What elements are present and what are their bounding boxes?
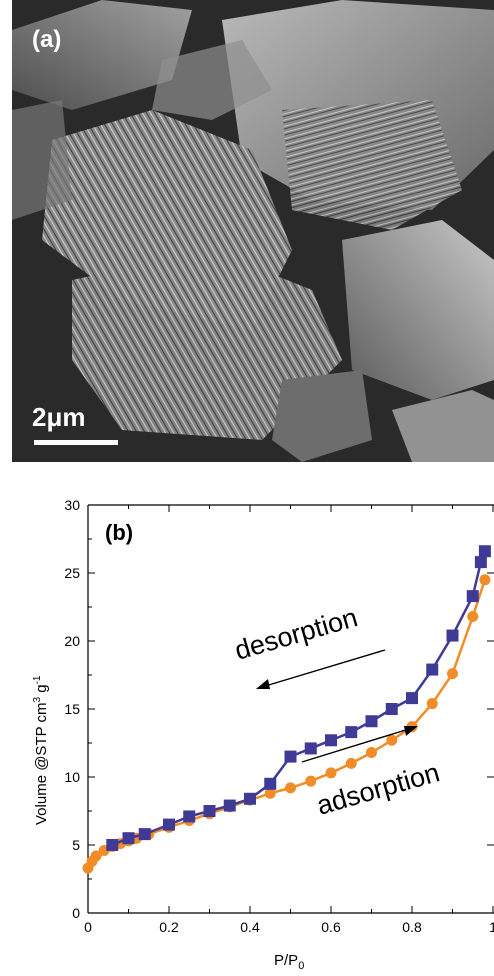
desorption-point bbox=[365, 715, 378, 728]
flake-bottom-stack bbox=[72, 250, 342, 440]
desorption-point bbox=[163, 818, 175, 831]
scale-bar bbox=[34, 440, 118, 445]
desorption-point bbox=[183, 810, 196, 823]
x-tick-label: 0.8 bbox=[402, 919, 422, 935]
y-tick-label: 30 bbox=[64, 497, 80, 513]
adsorption-point bbox=[325, 767, 337, 779]
desorption-point bbox=[325, 734, 337, 747]
adsorption-arrow bbox=[301, 727, 413, 763]
adsorption-point bbox=[447, 668, 458, 680]
desorption-point bbox=[446, 629, 459, 642]
desorption-point bbox=[223, 799, 236, 812]
desorption-point bbox=[244, 792, 256, 805]
desorption-point bbox=[106, 839, 119, 851]
flake-right bbox=[342, 220, 494, 400]
adsorption-point bbox=[90, 850, 102, 862]
chart-series bbox=[82, 545, 491, 874]
panel-a-label: (a) bbox=[32, 26, 62, 53]
desorption-line bbox=[111, 550, 487, 847]
desorption-arrowhead bbox=[256, 679, 270, 689]
x-tick-label: 0 bbox=[84, 919, 92, 935]
desorption-point bbox=[203, 805, 216, 817]
y-tick-label: 5 bbox=[72, 837, 80, 853]
adsorption-point bbox=[285, 782, 296, 794]
y-tick-label: 15 bbox=[64, 701, 80, 717]
desorption-point bbox=[284, 750, 297, 763]
x-tick-label: 0.6 bbox=[321, 919, 341, 935]
desorption-point bbox=[304, 742, 317, 755]
desorption-arrow bbox=[261, 649, 386, 688]
adsorption-point bbox=[386, 734, 398, 746]
desorption-point bbox=[122, 832, 135, 845]
adsorption-point bbox=[479, 574, 491, 586]
adsorption-point bbox=[264, 787, 276, 799]
x-tick-label: 0.2 bbox=[159, 919, 179, 935]
desorption-label: desorption bbox=[231, 602, 360, 666]
y-axis-title: Volume @STP cm3 g-1 bbox=[32, 675, 50, 825]
y-tick-label: 0 bbox=[72, 905, 80, 921]
adsorption-point bbox=[305, 775, 317, 787]
desorption-point bbox=[474, 556, 487, 569]
desorption-point bbox=[264, 777, 277, 790]
desorption-point bbox=[385, 703, 398, 715]
y-tick-label: 20 bbox=[64, 633, 80, 649]
adsorption-label: adsorption bbox=[313, 757, 442, 821]
adsorption-arrowhead bbox=[404, 726, 418, 736]
desorption-point bbox=[406, 692, 418, 705]
adsorption-point bbox=[467, 611, 479, 623]
desorption-point bbox=[466, 590, 479, 603]
desorption-point bbox=[426, 663, 439, 676]
y-tick-label: 10 bbox=[64, 769, 80, 785]
panel-b-label: (b) bbox=[105, 520, 133, 545]
scale-bar-label: 2μm bbox=[32, 402, 86, 432]
desorption-point bbox=[478, 545, 491, 558]
adsorption-point bbox=[345, 757, 357, 769]
sem-image-panel: (a) 2μm bbox=[12, 0, 494, 462]
x-tick-label: 1 bbox=[489, 919, 494, 935]
desorption-point bbox=[138, 828, 151, 841]
sem-micrograph bbox=[12, 0, 494, 462]
x-axis-title: P/P0 bbox=[274, 952, 304, 972]
desorption-point bbox=[345, 726, 358, 739]
y-tick-label: 25 bbox=[64, 565, 80, 581]
x-tick-label: 0.4 bbox=[240, 919, 260, 935]
adsorption-point bbox=[366, 747, 377, 759]
adsorption-point bbox=[426, 698, 438, 710]
